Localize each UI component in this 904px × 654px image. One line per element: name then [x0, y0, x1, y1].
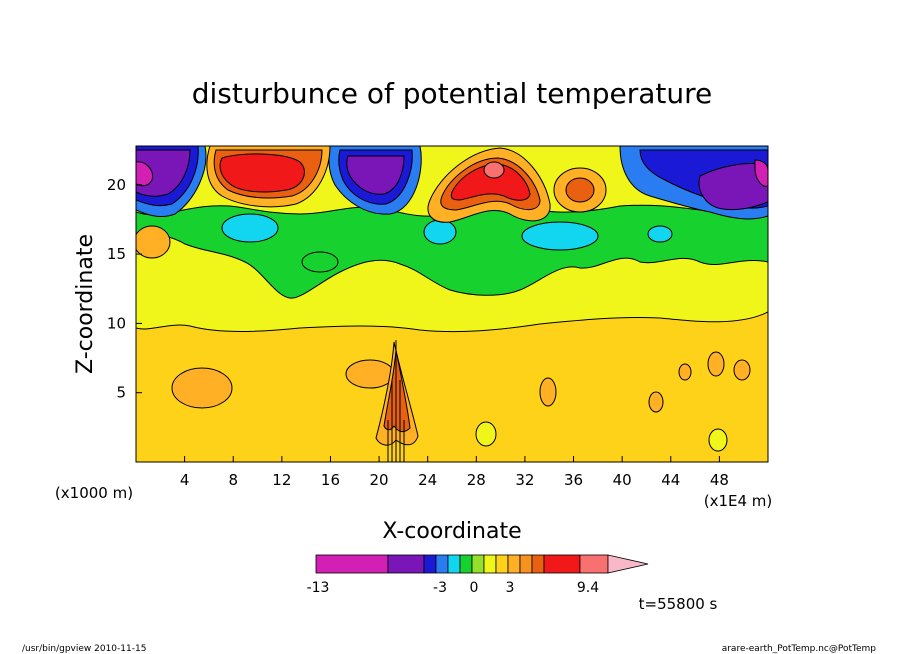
x-unit-label: (x1E4 m) — [704, 492, 773, 510]
x-tick-label: 24 — [418, 471, 437, 489]
y-unit-label: (x1000 m) — [55, 484, 133, 502]
x-axis: 4 8 12 16 20 24 28 32 36 40 44 48 — [180, 456, 729, 489]
x-tick-label: 16 — [321, 471, 340, 489]
lower-blob — [648, 391, 664, 413]
colorbar-segment — [543, 554, 581, 574]
x-tick-label: 44 — [661, 471, 680, 489]
colorbar — [315, 554, 649, 574]
cyan-patch — [423, 219, 457, 245]
colorbar-segment — [471, 554, 485, 574]
colorbar-label: -3 — [433, 580, 447, 596]
warm-region-left-core — [219, 153, 305, 193]
y-axis-title: Z-coordinate — [73, 234, 98, 374]
lower-blob — [707, 351, 725, 377]
cyan-patch — [221, 213, 279, 243]
green-blob — [301, 251, 339, 273]
warm-region-mid-max — [483, 161, 505, 179]
colorbar-segment — [531, 554, 545, 574]
plot-frame — [135, 145, 769, 463]
y-axis: 5 10 15 20 — [107, 176, 142, 402]
warm-region-right-inner — [565, 177, 595, 203]
lower-yellow-blob — [708, 428, 728, 452]
colorbar-segment — [315, 554, 389, 574]
cold-region-right-core — [698, 163, 768, 211]
y-tick-label: 20 — [107, 176, 126, 194]
time-label: t=55800 s — [639, 595, 718, 613]
colorbar-segment — [579, 554, 609, 574]
colorbar-segment — [459, 554, 473, 574]
x-tick-label: 40 — [613, 471, 632, 489]
colorbar-label: -13 — [307, 580, 330, 596]
plot-area — [136, 146, 768, 462]
x-tick-label: 20 — [370, 471, 389, 489]
colorbar-segment — [423, 554, 437, 574]
cyan-patch — [521, 221, 599, 251]
lower-blob — [539, 377, 557, 407]
cold-region-left-core — [136, 149, 191, 197]
colorbar-segment — [519, 554, 533, 574]
footer-right: arare-earth_PotTemp.nc@PotTemp — [722, 644, 877, 654]
footer-left: /usr/bin/gpview 2010-11-15 — [22, 644, 146, 654]
cold-region-mid-core — [346, 155, 405, 195]
x-tick-label: 4 — [180, 471, 190, 489]
colorbar-arrow — [607, 554, 649, 574]
colorbar-label: 9.4 — [577, 580, 599, 596]
y-tick-label: 10 — [107, 314, 126, 332]
colorbar-segment — [435, 554, 449, 574]
lower-blob — [171, 367, 233, 409]
x-tick-label: 32 — [515, 471, 534, 489]
colorbar-segment — [447, 554, 461, 574]
x-tick-label: 8 — [228, 471, 238, 489]
lower-blob — [345, 359, 395, 389]
colorbar-segment — [387, 554, 425, 574]
colorbar-segment — [483, 554, 497, 574]
warm-lobe-left — [136, 225, 171, 259]
central-plume-inner — [383, 349, 411, 433]
y-tick-label: 5 — [116, 384, 126, 402]
lower-yellow-blob — [475, 421, 497, 447]
colorbar-segment — [495, 554, 509, 574]
lower-blob — [733, 359, 751, 381]
cyan-patch — [647, 225, 673, 243]
x-tick-label: 28 — [467, 471, 486, 489]
lower-blob — [678, 363, 692, 381]
colorbar-label: 0 — [470, 580, 479, 596]
x-tick-label: 12 — [272, 471, 291, 489]
x-axis-title: X-coordinate — [382, 519, 521, 544]
colorbar-segment — [507, 554, 521, 574]
colorbar-label: 3 — [506, 580, 515, 596]
x-tick-label: 48 — [710, 471, 729, 489]
x-tick-label: 36 — [564, 471, 583, 489]
y-tick-label: 15 — [107, 245, 126, 263]
central-plume-lines — [387, 340, 405, 462]
cold-region-right-min — [754, 159, 768, 187]
chart-title: disturbunce of potential temperature — [192, 77, 713, 110]
